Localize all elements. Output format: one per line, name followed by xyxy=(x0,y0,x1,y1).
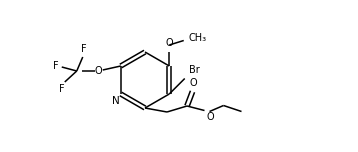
Text: F: F xyxy=(81,43,87,54)
Text: CH₃: CH₃ xyxy=(188,33,206,43)
Text: F: F xyxy=(53,61,58,71)
Text: O: O xyxy=(189,78,197,88)
Text: O: O xyxy=(95,66,102,76)
Text: O: O xyxy=(165,38,173,48)
Text: N: N xyxy=(111,95,119,105)
Text: F: F xyxy=(59,85,65,95)
Text: Br: Br xyxy=(189,64,199,74)
Text: O: O xyxy=(207,112,214,123)
